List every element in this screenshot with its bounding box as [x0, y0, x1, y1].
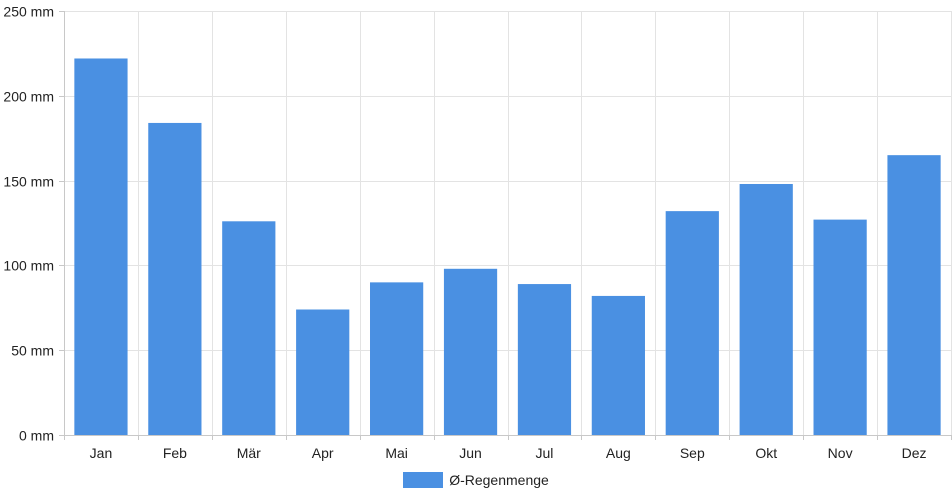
- bar[interactable]: [887, 155, 941, 435]
- x-tick-label: Jun: [459, 445, 482, 461]
- x-tick-label: Nov: [828, 445, 853, 461]
- bar[interactable]: [74, 58, 128, 436]
- y-tick-label: 150 mm: [3, 174, 54, 190]
- y-tick-label: 0 mm: [19, 428, 54, 444]
- legend-swatch: [403, 472, 444, 488]
- x-tick-label: Sep: [680, 445, 705, 461]
- bar[interactable]: [222, 221, 276, 435]
- y-tick-label: 250 mm: [3, 4, 54, 20]
- bar[interactable]: [296, 309, 350, 436]
- x-tick-label: Okt: [755, 445, 777, 461]
- x-tick-label: Feb: [163, 445, 187, 461]
- y-tick-label: 100 mm: [3, 258, 54, 274]
- y-tick-label: 50 mm: [11, 343, 54, 359]
- bar[interactable]: [370, 282, 424, 435]
- bar-chart: 0 mm 50 mm 100 mm 150 mm 200 mm 250 mm Jan Feb M…: [3, 4, 952, 461]
- legend-label: Ø-Regenmenge: [449, 472, 549, 488]
- x-tick-label: Mär: [237, 445, 261, 461]
- bar[interactable]: [665, 211, 719, 435]
- bar[interactable]: [813, 219, 867, 435]
- legend[interactable]: Ø-Regenmenge: [0, 472, 952, 488]
- bar[interactable]: [443, 268, 498, 435]
- y-tick-label: 200 mm: [3, 89, 54, 105]
- x-tick-label: Jul: [536, 445, 554, 461]
- x-tick-label: Jan: [90, 445, 113, 461]
- x-tick-label: Apr: [312, 445, 334, 461]
- bar[interactable]: [739, 183, 793, 435]
- bar[interactable]: [517, 284, 572, 435]
- bar[interactable]: [148, 122, 202, 435]
- x-tick-label: Dez: [902, 445, 927, 461]
- grid: [64, 11, 952, 436]
- bar[interactable]: [591, 295, 645, 435]
- x-tick-label: Mai: [385, 445, 408, 461]
- bars: [74, 58, 941, 436]
- x-tick-label: Aug: [606, 445, 631, 461]
- axes: 0 mm 50 mm 100 mm 150 mm 200 mm 250 mm Jan Feb M…: [3, 4, 952, 461]
